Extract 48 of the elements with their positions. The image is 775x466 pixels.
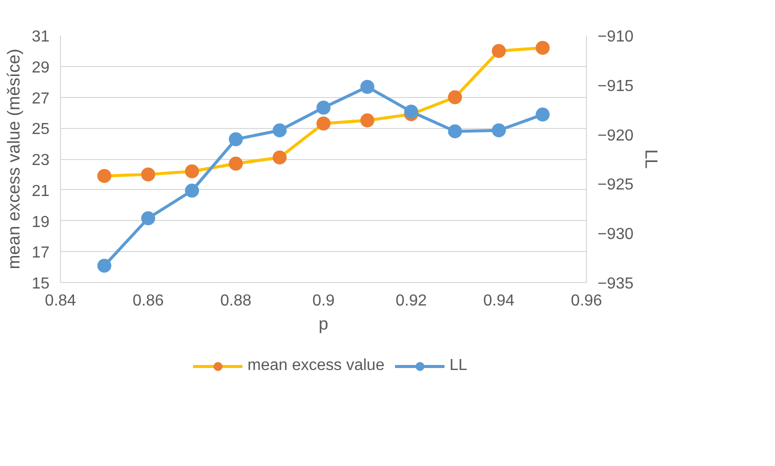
x-axis-title: p bbox=[318, 314, 328, 334]
point bbox=[536, 40, 550, 55]
point bbox=[360, 80, 374, 94]
y2-tick-label: −920 bbox=[598, 127, 634, 144]
point bbox=[360, 113, 374, 128]
point bbox=[316, 116, 330, 130]
y-tick-label: 29 bbox=[32, 59, 50, 76]
point bbox=[185, 164, 199, 178]
point bbox=[536, 108, 550, 122]
point bbox=[141, 167, 156, 182]
y2-tick-label: −915 bbox=[598, 78, 634, 95]
point bbox=[448, 90, 462, 104]
point bbox=[272, 123, 287, 138]
y2-tick-label: −935 bbox=[598, 276, 634, 292]
y-axis-title: mean excess value (měsíce) bbox=[4, 48, 24, 270]
point bbox=[185, 184, 199, 198]
x-tick-label: 0.92 bbox=[396, 292, 427, 310]
y-tick-label: 27 bbox=[32, 90, 50, 108]
legend-label: LL bbox=[449, 357, 468, 375]
y-tick-label: 15 bbox=[32, 276, 50, 292]
y2-axis-title: LL bbox=[642, 149, 662, 169]
legend-label: mean excess value bbox=[248, 357, 384, 375]
x-tick-label: 0.88 bbox=[220, 292, 252, 310]
point bbox=[228, 132, 243, 146]
x-tick-label: 0.9 bbox=[312, 292, 335, 310]
y-tick-label: 23 bbox=[32, 152, 50, 169]
x-tick-label: 0.86 bbox=[132, 292, 164, 310]
point bbox=[141, 211, 156, 226]
y-tick-label: 17 bbox=[32, 244, 50, 262]
y-tick-label: 19 bbox=[32, 214, 50, 231]
x-tick-label: 0.84 bbox=[44, 292, 76, 310]
point bbox=[228, 156, 243, 171]
y-tick-label: 25 bbox=[32, 121, 50, 138]
x-tick-label: 0.94 bbox=[483, 292, 515, 310]
point bbox=[492, 44, 506, 58]
point bbox=[272, 150, 287, 164]
point bbox=[492, 123, 506, 138]
y2-tick-label: −910 bbox=[598, 28, 634, 46]
point bbox=[404, 104, 418, 119]
x-tick-label: 0.96 bbox=[570, 292, 602, 310]
y-tick-label: 21 bbox=[32, 182, 50, 200]
point bbox=[97, 258, 112, 273]
y2-tick-label: −930 bbox=[598, 226, 634, 244]
y-tick-label: 31 bbox=[32, 28, 50, 46]
point bbox=[448, 124, 462, 138]
y2-tick-label: −925 bbox=[598, 176, 634, 194]
point bbox=[97, 168, 112, 183]
point bbox=[316, 100, 330, 115]
